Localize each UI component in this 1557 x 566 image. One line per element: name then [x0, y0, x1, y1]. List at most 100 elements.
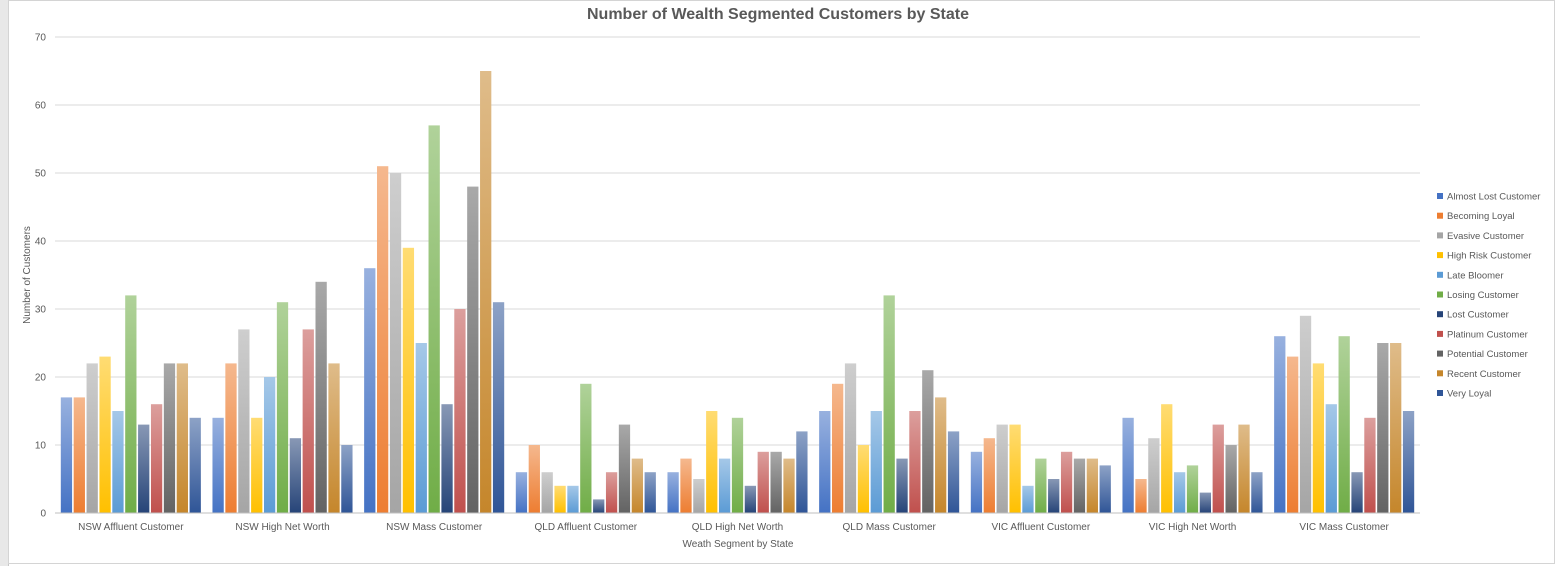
bar [1351, 472, 1363, 513]
bar [441, 404, 453, 513]
x-tick-label: QLD Affluent Customer [535, 522, 638, 533]
bar [1099, 465, 1111, 513]
bar [618, 424, 631, 513]
bar [1251, 472, 1263, 513]
bar [631, 458, 643, 513]
x-tick-label: QLD Mass Customer [842, 522, 936, 533]
bar [1173, 472, 1186, 513]
y-tick-label: 10 [35, 441, 47, 452]
bar [1338, 336, 1350, 513]
bar [263, 377, 276, 513]
bar [60, 397, 73, 513]
y-tick-label: 30 [35, 305, 47, 316]
legend-label: Recent Customer [1447, 369, 1521, 380]
legend: Almost Lost Customer Becoming Loyal Evasiv… [1437, 192, 1540, 400]
bar [251, 417, 263, 513]
bar [667, 472, 679, 513]
bar [580, 383, 592, 513]
bar [1212, 424, 1224, 513]
bar [819, 411, 831, 513]
bar [402, 247, 415, 514]
bar [315, 281, 327, 513]
bar [1274, 336, 1286, 513]
bar [844, 363, 857, 513]
bar [1390, 343, 1402, 513]
bar [1148, 438, 1160, 513]
legend-label: Almost Lost Customer [1447, 192, 1540, 203]
bar [554, 485, 566, 513]
bar [492, 302, 505, 513]
bar [515, 472, 528, 513]
bar [783, 458, 795, 513]
y-axis-ticks: 0 10 20 30 40 50 60 70 [35, 33, 47, 520]
bar [1402, 411, 1415, 513]
bar [467, 186, 479, 513]
bar [1199, 492, 1212, 513]
bar [593, 499, 605, 513]
y-tick-label: 0 [40, 509, 46, 520]
bar [289, 438, 302, 513]
y-tick-label: 60 [35, 101, 47, 112]
bar [757, 451, 769, 513]
bar [996, 424, 1008, 513]
bar [1009, 424, 1021, 513]
bar [1048, 479, 1060, 513]
bars [55, 71, 1420, 514]
legend-swatch [1437, 370, 1443, 377]
bar [150, 404, 163, 513]
x-tick-label: NSW High Net Worth [235, 522, 329, 533]
bar [1060, 451, 1073, 513]
bar [1325, 404, 1337, 513]
legend-label: Lost Customer [1447, 310, 1509, 321]
bar [731, 417, 744, 513]
bar [415, 343, 427, 513]
bar [970, 451, 983, 513]
bar [480, 71, 492, 513]
y-tick-label: 50 [35, 169, 47, 180]
bar [364, 268, 376, 513]
legend-swatch [1437, 212, 1443, 219]
legend-swatch [1437, 350, 1443, 357]
chart-title: Number of Wealth Segmented Customers by … [587, 6, 969, 23]
bar [528, 445, 540, 513]
bar [1122, 417, 1134, 513]
legend-swatch [1437, 271, 1443, 278]
bar [225, 363, 237, 513]
x-axis-label: Weath Segment by State [683, 539, 794, 550]
bar [1086, 458, 1098, 513]
legend-swatch [1437, 390, 1443, 396]
x-tick-label: QLD High Net Worth [692, 522, 784, 533]
bar [328, 363, 340, 513]
bar [86, 363, 98, 513]
bar [125, 295, 137, 513]
bar [680, 458, 692, 513]
bar [176, 363, 188, 513]
legend-label: Very Loyal [1447, 389, 1491, 400]
legend-swatch [1437, 252, 1443, 259]
x-tick-label: NSW Affluent Customer [78, 522, 184, 533]
bar [341, 445, 353, 513]
y-tick-label: 40 [35, 237, 47, 248]
bar [605, 472, 618, 513]
bar [1186, 465, 1199, 513]
bar [112, 411, 124, 513]
bar [1299, 315, 1312, 513]
bar [1161, 404, 1173, 513]
y-tick-label: 20 [35, 373, 47, 384]
bar [706, 411, 718, 513]
bar [857, 445, 870, 513]
bar [896, 458, 908, 513]
bar [947, 431, 960, 513]
bar [1135, 479, 1147, 513]
bar [276, 302, 289, 513]
bar [138, 424, 150, 513]
legend-label: Losing Customer [1447, 290, 1519, 301]
legend-label: Evasive Customer [1447, 231, 1524, 242]
x-tick-label: NSW Mass Customer [386, 522, 483, 533]
bar [1035, 458, 1047, 513]
legend-swatch [1437, 311, 1443, 318]
bar [1238, 424, 1250, 513]
bar [983, 438, 995, 513]
bar [832, 383, 844, 513]
bar [909, 411, 921, 513]
